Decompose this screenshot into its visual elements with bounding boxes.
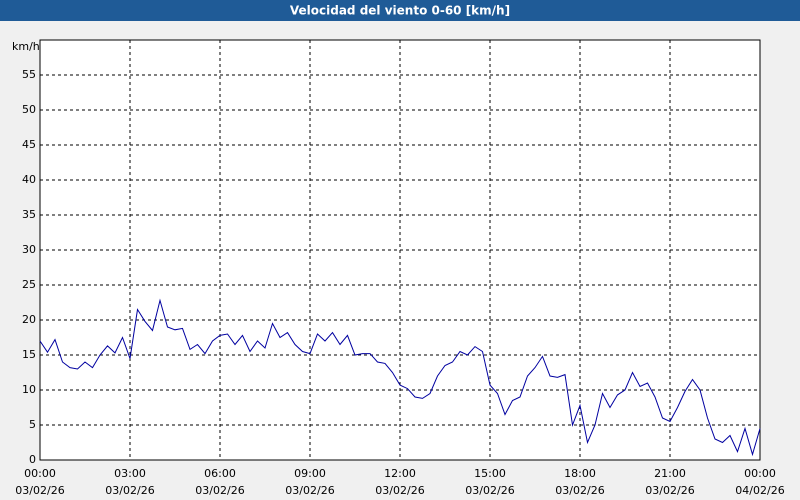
x-tick-date: 04/02/26 — [735, 484, 784, 497]
y-tick-label: 45 — [22, 138, 36, 151]
x-tick-date: 03/02/26 — [375, 484, 424, 497]
wind-line — [39, 298, 761, 457]
y-tick-label: 50 — [22, 103, 36, 116]
x-tick-date: 03/02/26 — [105, 484, 154, 497]
x-tick-label: 15:00 — [474, 467, 506, 480]
y-tick-label: 20 — [22, 313, 36, 326]
y-tick-label: 40 — [22, 173, 36, 186]
x-tick-date: 03/02/26 — [645, 484, 694, 497]
x-tick-date: 03/02/26 — [555, 484, 604, 497]
y-axis-label: km/h — [12, 40, 40, 53]
x-tick-label: 06:00 — [204, 467, 236, 480]
y-tick-label: 5 — [29, 418, 36, 431]
plot-border — [39, 39, 761, 461]
x-tick-date: 03/02/26 — [15, 484, 64, 497]
y-tick-label: 35 — [22, 208, 36, 221]
y-tick-label: 15 — [22, 348, 36, 361]
x-tick-date: 03/02/26 — [465, 484, 514, 497]
x-tick-label: 00:00 — [744, 467, 776, 480]
y-tick-label: 25 — [22, 278, 36, 291]
y-tick-label: 10 — [22, 383, 36, 396]
title-bar — [0, 0, 800, 21]
x-tick-label: 00:00 — [24, 467, 56, 480]
chart-title: Velocidad del viento 0-60 [km/h] — [290, 4, 510, 18]
x-tick-date: 03/02/26 — [195, 484, 244, 497]
y-tick-label: 55 — [22, 68, 36, 81]
x-tick-label: 18:00 — [564, 467, 596, 480]
x-tick-label: 09:00 — [294, 467, 326, 480]
y-tick-label: 0 — [29, 453, 36, 466]
x-tick-label: 12:00 — [384, 467, 416, 480]
y-tick-label: 30 — [22, 243, 36, 256]
x-tick-label: 21:00 — [654, 467, 686, 480]
x-tick-date: 03/02/26 — [285, 484, 334, 497]
x-tick-label: 03:00 — [114, 467, 146, 480]
